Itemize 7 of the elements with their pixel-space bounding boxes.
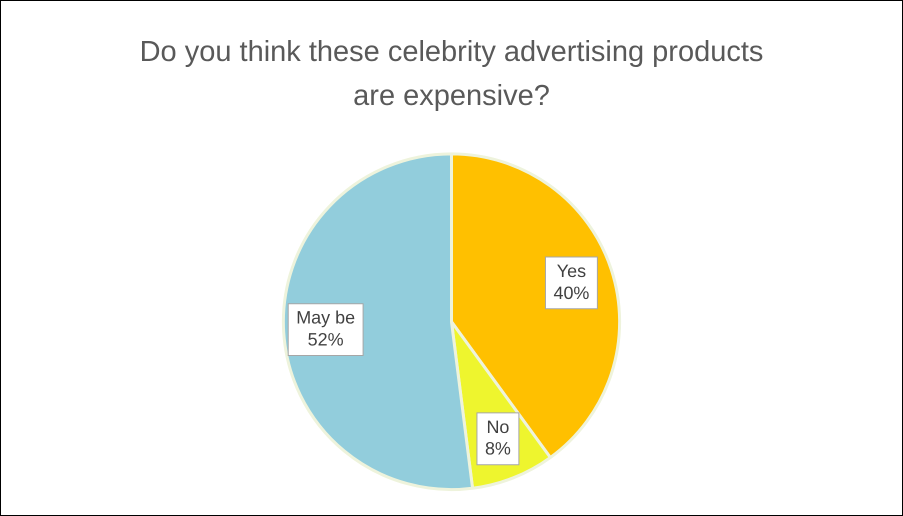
slice-label: No [486, 416, 510, 437]
slice-label: May be [296, 308, 356, 328]
data-label: 52% [308, 330, 344, 350]
slice-label: Yes [556, 260, 586, 281]
data-label: 8% [484, 438, 511, 459]
data-label: 40% [553, 282, 590, 303]
chart-title: Do you think these celebrity advertising products are expensive? [138, 35, 764, 114]
